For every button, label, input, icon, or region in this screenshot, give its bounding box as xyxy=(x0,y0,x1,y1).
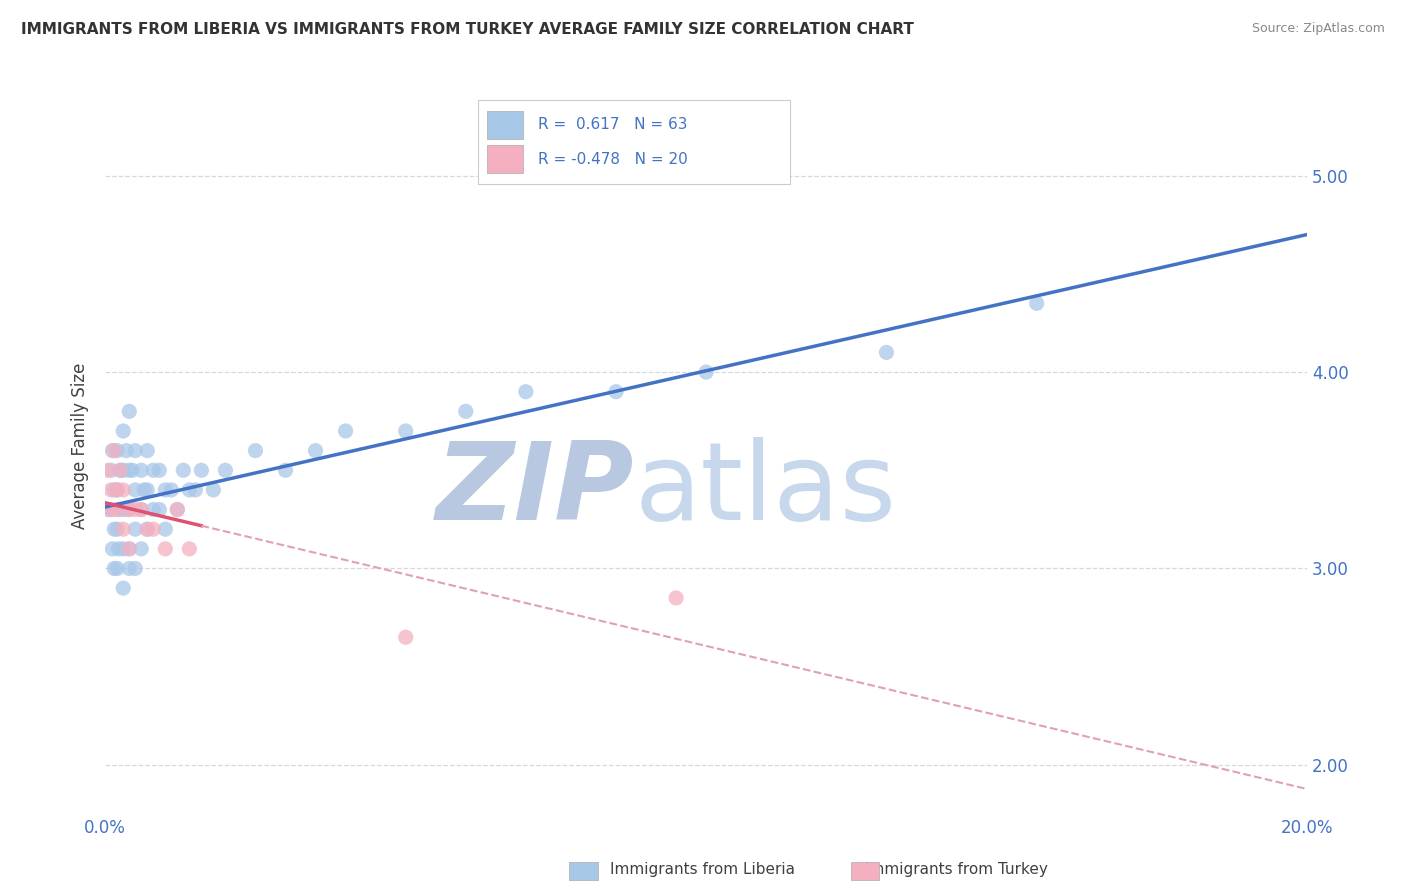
Point xyxy=(124,483,146,497)
Point xyxy=(110,463,132,477)
Point xyxy=(129,541,152,556)
Point xyxy=(304,443,326,458)
Point xyxy=(112,541,135,556)
FancyBboxPatch shape xyxy=(488,145,523,173)
Point xyxy=(105,443,128,458)
Point xyxy=(136,522,159,536)
Point xyxy=(184,483,207,497)
Text: Immigrants from Liberia: Immigrants from Liberia xyxy=(610,863,796,877)
Point xyxy=(202,483,225,497)
Point xyxy=(875,345,897,359)
Point xyxy=(335,424,357,438)
Point xyxy=(105,502,128,516)
Point xyxy=(245,443,267,458)
Point xyxy=(454,404,477,418)
Point xyxy=(695,365,717,379)
Point xyxy=(605,384,627,399)
Point xyxy=(124,561,146,575)
Point xyxy=(166,502,188,516)
Point xyxy=(103,483,125,497)
Point xyxy=(172,463,194,477)
Point xyxy=(160,483,183,497)
Point xyxy=(101,541,124,556)
Point xyxy=(100,502,122,516)
Text: IMMIGRANTS FROM LIBERIA VS IMMIGRANTS FROM TURKEY AVERAGE FAMILY SIZE CORRELATIO: IMMIGRANTS FROM LIBERIA VS IMMIGRANTS FR… xyxy=(21,22,914,37)
Point xyxy=(395,630,418,644)
Point xyxy=(148,463,170,477)
Point xyxy=(112,463,135,477)
Text: R = -0.478   N = 20: R = -0.478 N = 20 xyxy=(538,152,688,167)
Point xyxy=(134,483,156,497)
Point xyxy=(112,424,135,438)
Point xyxy=(129,463,152,477)
Point xyxy=(105,483,128,497)
Point xyxy=(395,424,418,438)
Point xyxy=(136,483,159,497)
Text: Source: ZipAtlas.com: Source: ZipAtlas.com xyxy=(1251,22,1385,36)
Y-axis label: Average Family Size: Average Family Size xyxy=(72,362,89,529)
Point xyxy=(118,502,141,516)
Point xyxy=(148,502,170,516)
Point xyxy=(107,502,129,516)
Text: ZIP: ZIP xyxy=(436,437,634,543)
Text: R =  0.617   N = 63: R = 0.617 N = 63 xyxy=(538,117,688,132)
Point xyxy=(1025,296,1047,310)
Point xyxy=(105,483,128,497)
FancyBboxPatch shape xyxy=(488,111,523,138)
Point xyxy=(112,502,135,516)
Point xyxy=(142,522,165,536)
Point xyxy=(110,463,132,477)
Point xyxy=(100,483,122,497)
Point xyxy=(124,443,146,458)
Point xyxy=(136,443,159,458)
Point xyxy=(155,522,177,536)
Point xyxy=(155,541,177,556)
Point xyxy=(112,483,135,497)
Point xyxy=(129,502,152,516)
Point xyxy=(124,522,146,536)
Text: atlas: atlas xyxy=(634,437,896,543)
Point xyxy=(100,502,122,516)
Point xyxy=(103,443,125,458)
Point xyxy=(665,591,688,605)
Point xyxy=(179,483,201,497)
Point xyxy=(97,463,120,477)
Point xyxy=(214,463,236,477)
Point xyxy=(112,581,135,595)
Point xyxy=(155,483,177,497)
Point xyxy=(129,502,152,516)
Point xyxy=(118,541,141,556)
Point xyxy=(142,463,165,477)
Point xyxy=(121,463,143,477)
Point xyxy=(107,541,129,556)
Point xyxy=(103,522,125,536)
Point xyxy=(105,561,128,575)
Point xyxy=(118,561,141,575)
Point xyxy=(136,522,159,536)
FancyBboxPatch shape xyxy=(478,100,790,185)
Point xyxy=(118,463,141,477)
Text: Immigrants from Turkey: Immigrants from Turkey xyxy=(865,863,1047,877)
Point xyxy=(142,502,165,516)
Point xyxy=(190,463,212,477)
Point xyxy=(97,502,120,516)
Point xyxy=(112,522,135,536)
Point xyxy=(115,443,138,458)
Point xyxy=(124,502,146,516)
Point xyxy=(118,502,141,516)
Point xyxy=(118,541,141,556)
Point xyxy=(103,561,125,575)
Point xyxy=(274,463,297,477)
Point xyxy=(166,502,188,516)
Point xyxy=(515,384,537,399)
Point xyxy=(118,404,141,418)
Point xyxy=(105,522,128,536)
Point xyxy=(100,463,122,477)
Point xyxy=(101,443,124,458)
Point xyxy=(179,541,201,556)
